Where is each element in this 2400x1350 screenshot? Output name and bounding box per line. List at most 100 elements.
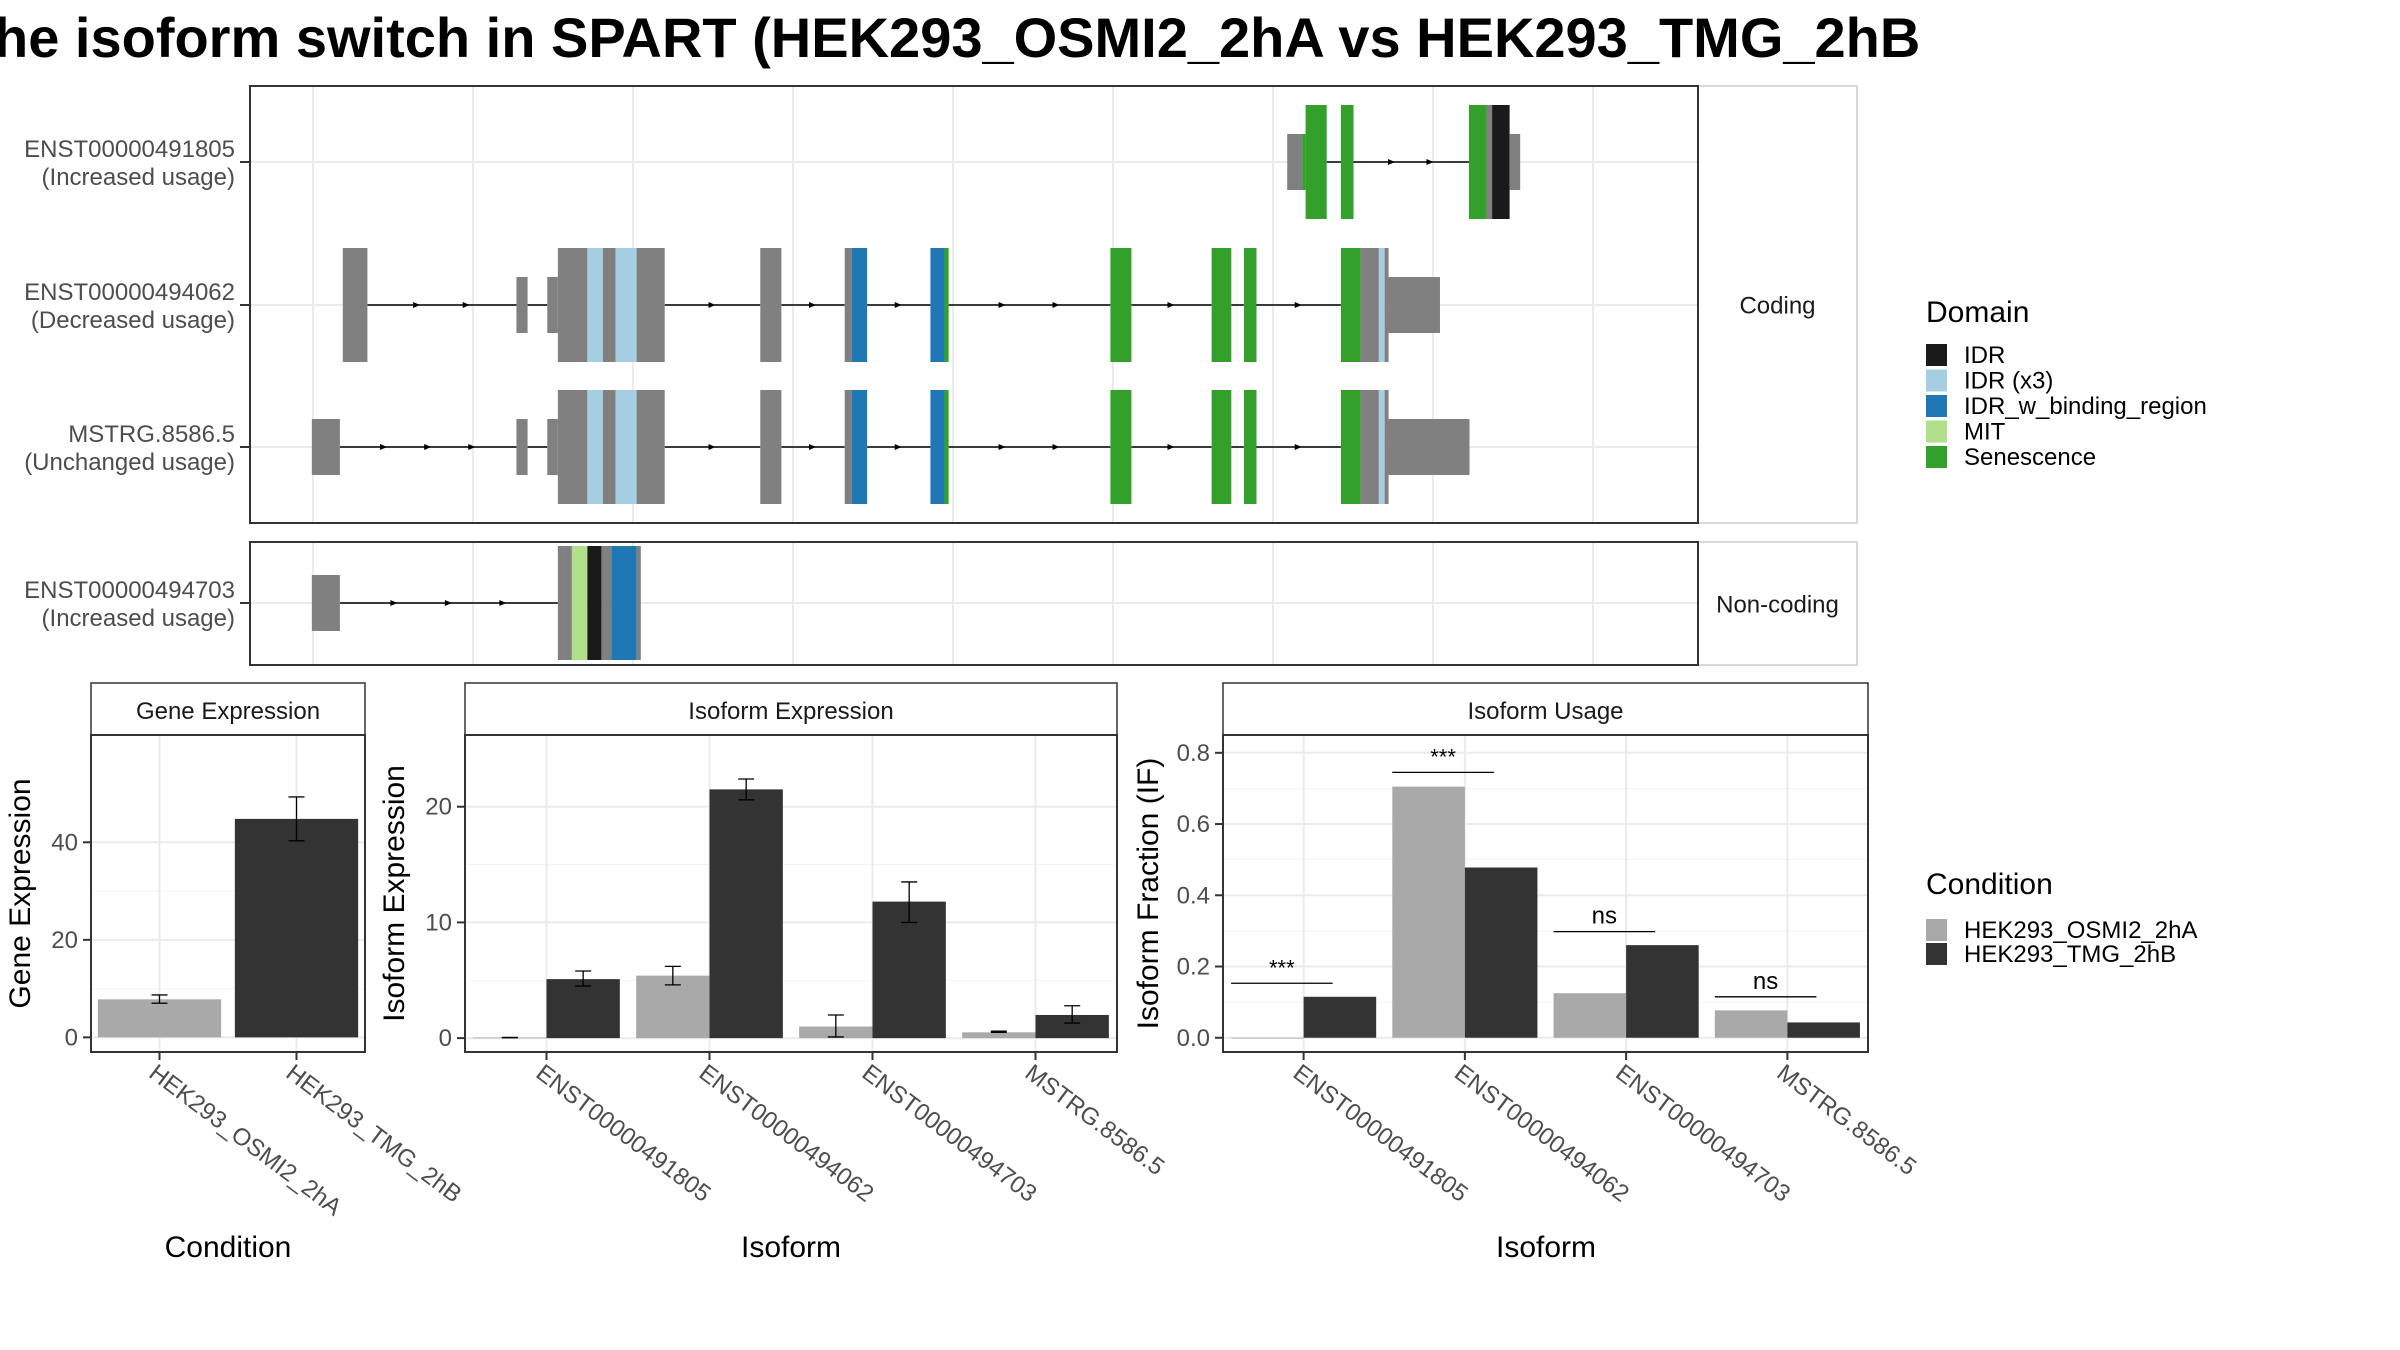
y-tick-label: 0 bbox=[439, 1025, 452, 1052]
facet-strip-label: Isoform Expression bbox=[688, 698, 893, 725]
intron-arrow bbox=[998, 444, 1006, 450]
y-tick-label: 0.6 bbox=[1177, 811, 1210, 838]
facet-strip-label: Non-coding bbox=[1716, 592, 1839, 619]
y-tick-label: 40 bbox=[51, 829, 78, 856]
intron-arrow bbox=[1052, 302, 1060, 308]
facet-strip bbox=[90, 682, 366, 736]
significance-label: ns bbox=[1592, 903, 1617, 930]
transcript-usage-label: (Decreased usage) bbox=[31, 307, 235, 334]
exon-segment bbox=[615, 248, 637, 362]
exon-segment bbox=[930, 248, 945, 362]
facet-strip-label: Coding bbox=[1739, 293, 1815, 320]
exon-segment bbox=[760, 248, 782, 362]
bar bbox=[97, 999, 222, 1038]
x-tick-label: ENST00000491805 bbox=[1288, 1059, 1473, 1207]
transcript-name-label: ENST00000491805 bbox=[24, 136, 235, 163]
exon-segment bbox=[1388, 419, 1470, 475]
panel-border bbox=[90, 734, 366, 1053]
facet-strip-label: Isoform Usage bbox=[1467, 698, 1623, 725]
x-tick-label: MSTRG.8586.5 bbox=[1020, 1059, 1169, 1181]
legend-title: Domain bbox=[1926, 296, 2029, 329]
bar bbox=[1303, 996, 1377, 1038]
transcript-name-label: MSTRG.8586.5 bbox=[68, 421, 235, 448]
exon-segment bbox=[1384, 390, 1389, 504]
y-tick-label: 0.8 bbox=[1177, 740, 1210, 767]
transcript-ENST00000494062: ENST00000494062(Decreased usage) bbox=[24, 248, 1440, 362]
intron-arrow bbox=[1167, 302, 1175, 308]
legend-key bbox=[1926, 395, 1947, 417]
exon-segment bbox=[844, 390, 852, 504]
legend-key bbox=[1926, 344, 1947, 366]
bar bbox=[1392, 786, 1465, 1038]
x-axis-title: Isoform bbox=[741, 1231, 841, 1264]
intron-arrow bbox=[1167, 444, 1175, 450]
y-axis-title: Gene Expression bbox=[4, 778, 37, 1008]
bar bbox=[1626, 945, 1699, 1038]
significance-label: *** bbox=[1430, 744, 1456, 769]
legend-key bbox=[1926, 446, 1947, 468]
intron-arrow bbox=[894, 302, 902, 308]
panel-border bbox=[249, 85, 1699, 524]
exon-segment bbox=[636, 546, 641, 660]
exon-segment bbox=[571, 546, 588, 660]
exon-segment bbox=[557, 390, 588, 504]
legend-key bbox=[1926, 420, 1947, 443]
exon-segment bbox=[587, 390, 603, 504]
panel-border bbox=[464, 734, 1118, 1053]
bar bbox=[546, 979, 620, 1039]
exon-segment bbox=[1243, 248, 1257, 362]
exon-segment bbox=[615, 390, 637, 504]
intron-arrow bbox=[499, 600, 507, 606]
facet-strip bbox=[1697, 85, 1858, 524]
exon-segment bbox=[557, 248, 588, 362]
x-tick-label: MSTRG.8586.5 bbox=[1772, 1059, 1921, 1181]
intron-arrow bbox=[1387, 159, 1395, 165]
intron-arrow bbox=[1052, 444, 1060, 450]
intron-arrow bbox=[424, 444, 432, 450]
intron-arrow bbox=[1294, 444, 1302, 450]
bar bbox=[1787, 1022, 1860, 1038]
exon-segment bbox=[516, 419, 528, 475]
x-tick-label: ENST00000494062 bbox=[694, 1059, 879, 1207]
bar-panel-isoform-usage: Isoform Usage *** *** ns ns 0.0 0.2 0.4 0.6 0.8 EN… bbox=[1132, 682, 1921, 1264]
exon-segment bbox=[1378, 248, 1385, 362]
exon-segment bbox=[1509, 134, 1521, 190]
intron-arrow bbox=[390, 600, 398, 606]
intron-arrow bbox=[444, 600, 452, 606]
intron-arrow bbox=[708, 444, 716, 450]
bar bbox=[962, 1032, 1036, 1039]
exon-segment bbox=[602, 248, 616, 362]
x-tick-label: ENST00000494062 bbox=[1449, 1059, 1634, 1207]
bar bbox=[1714, 1010, 1788, 1038]
exon-segment bbox=[1468, 105, 1487, 219]
exon-segment bbox=[1340, 390, 1361, 504]
y-tick-label: 0.0 bbox=[1177, 1025, 1210, 1052]
transcript-name-label: ENST00000494703 bbox=[24, 577, 235, 604]
exon-segment bbox=[311, 575, 340, 631]
bar bbox=[1231, 1037, 1304, 1039]
exon-segment bbox=[1486, 105, 1493, 219]
x-tick-label: ENST00000491805 bbox=[531, 1059, 716, 1207]
y-tick-label: 10 bbox=[425, 909, 452, 936]
exon-segment bbox=[564, 546, 572, 660]
exon-segment bbox=[1388, 277, 1440, 333]
intron-arrow bbox=[1294, 302, 1302, 308]
intron-arrow bbox=[468, 444, 476, 450]
facet-strip-label: Gene Expression bbox=[136, 698, 320, 725]
exon-segment bbox=[1492, 105, 1510, 219]
exon-segment bbox=[1340, 105, 1354, 219]
y-tick-label: 20 bbox=[51, 927, 78, 954]
bar-chart-panels: Gene Expression02040HEK293_OSMI2_2hAHEK2… bbox=[4, 682, 1921, 1264]
exon-segment bbox=[1362, 248, 1379, 362]
transcript-name-label: ENST00000494062 bbox=[24, 279, 235, 306]
exon-segment bbox=[1110, 390, 1132, 504]
y-tick-label: 20 bbox=[425, 794, 452, 821]
y-tick-label: 0.4 bbox=[1177, 882, 1210, 909]
x-tick-label: ENST00000494703 bbox=[857, 1059, 1042, 1207]
exon-segment bbox=[930, 390, 945, 504]
y-axis-title: Isoform Fraction (IF) bbox=[1132, 758, 1165, 1030]
exon-segment bbox=[602, 390, 616, 504]
